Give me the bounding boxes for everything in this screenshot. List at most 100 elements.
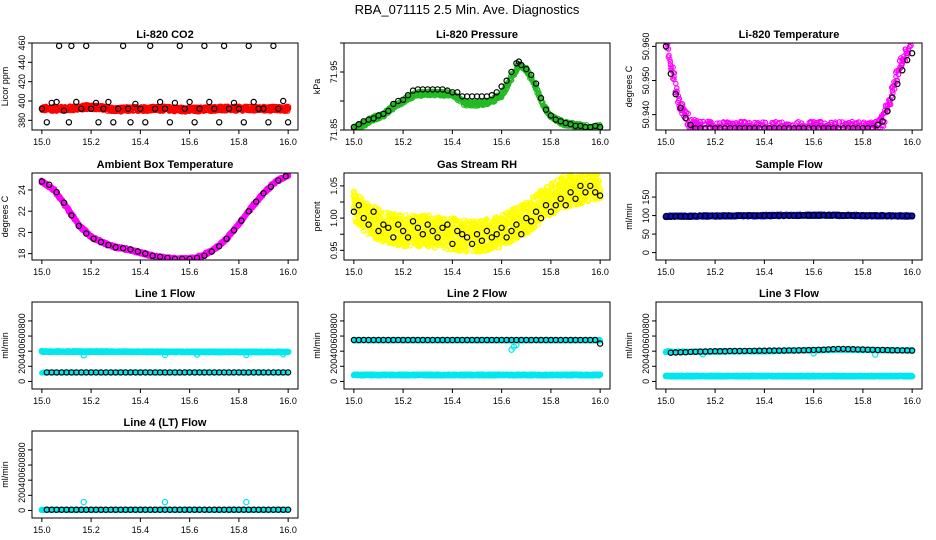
data-point [537, 94, 545, 102]
plot-area [662, 33, 916, 137]
data-point [894, 78, 900, 84]
data-point [876, 129, 880, 130]
data-point [591, 173, 595, 174]
data-point [380, 110, 387, 118]
data-point [772, 129, 776, 130]
data-point [280, 97, 287, 105]
data-point [843, 131, 847, 135]
data-point [68, 212, 75, 219]
data-point [750, 133, 754, 137]
data-point [60, 199, 68, 206]
data-point [739, 132, 743, 136]
data-point [891, 82, 897, 89]
series-average [38, 173, 289, 260]
data-point [208, 248, 215, 255]
plot-frame [655, 42, 923, 131]
data-point [508, 68, 515, 76]
data-point [595, 173, 597, 174]
data-point [836, 133, 840, 137]
data-point [191, 119, 198, 126]
data-point [186, 255, 193, 260]
data-point [156, 98, 164, 106]
data-point [370, 115, 377, 122]
data-point [112, 244, 119, 251]
data-point [114, 105, 122, 112]
data-point [482, 219, 489, 226]
data-point [404, 91, 412, 99]
data-point [186, 98, 193, 106]
data-point [260, 189, 267, 197]
data-point [910, 33, 914, 37]
x-tick-label: 15.2 [82, 267, 100, 277]
data-point [230, 99, 238, 107]
data-point [894, 80, 901, 88]
data-point [828, 132, 832, 136]
data-point [858, 132, 862, 136]
data-point [211, 105, 218, 112]
data-point [874, 128, 880, 130]
data-point [888, 93, 895, 99]
data-point [779, 119, 785, 125]
data-point [285, 105, 291, 112]
data-point [667, 58, 674, 65]
data-point [875, 125, 881, 130]
data-point [910, 35, 914, 39]
data-point [788, 133, 792, 137]
data-point [493, 89, 500, 96]
data-point [78, 105, 85, 112]
data-point [509, 238, 515, 244]
chart-title: Li-820 CO2 [136, 29, 193, 41]
x-tick-label: 15.0 [33, 267, 51, 277]
data-point [245, 43, 252, 50]
data-point [142, 250, 149, 257]
data-point [252, 198, 260, 205]
data-point [700, 131, 704, 135]
data-point [142, 119, 149, 126]
x-tick-label: 16.0 [279, 137, 297, 147]
data-point [847, 131, 851, 135]
data-point [196, 105, 203, 112]
data-point [718, 131, 722, 135]
series-raw [350, 173, 604, 255]
plot-frame [31, 172, 299, 261]
data-point [840, 129, 843, 130]
data-point [804, 132, 808, 136]
data-point [201, 252, 208, 259]
data-point [844, 133, 848, 137]
data-point [270, 43, 277, 50]
data-point [547, 112, 555, 119]
data-point [206, 98, 213, 106]
data-point [677, 104, 684, 112]
data-point [60, 107, 68, 114]
data-point [490, 225, 497, 231]
data-point [849, 129, 853, 130]
data-point [488, 91, 495, 99]
data-point [426, 215, 432, 222]
data-point [82, 230, 90, 237]
data-point [110, 119, 117, 126]
data-point [275, 105, 282, 112]
data-point [748, 131, 752, 135]
data-point [749, 129, 752, 130]
x-tick-label: 15.2 [706, 137, 724, 147]
data-point [781, 131, 785, 135]
data-point [75, 222, 83, 230]
data-point [719, 132, 723, 136]
data-point [676, 96, 683, 102]
data-point [687, 121, 694, 129]
data-point [664, 43, 668, 44]
data-point [838, 131, 842, 135]
data-point [147, 43, 154, 50]
data-point [831, 127, 838, 130]
data-point [790, 122, 796, 128]
data-point [83, 43, 90, 50]
data-point [223, 235, 230, 242]
chart-title: Li-820 Temperature [739, 29, 840, 41]
x-tick-label: 15.4 [132, 267, 150, 277]
data-point [755, 131, 759, 135]
data-point [710, 131, 714, 135]
data-point [267, 183, 275, 190]
